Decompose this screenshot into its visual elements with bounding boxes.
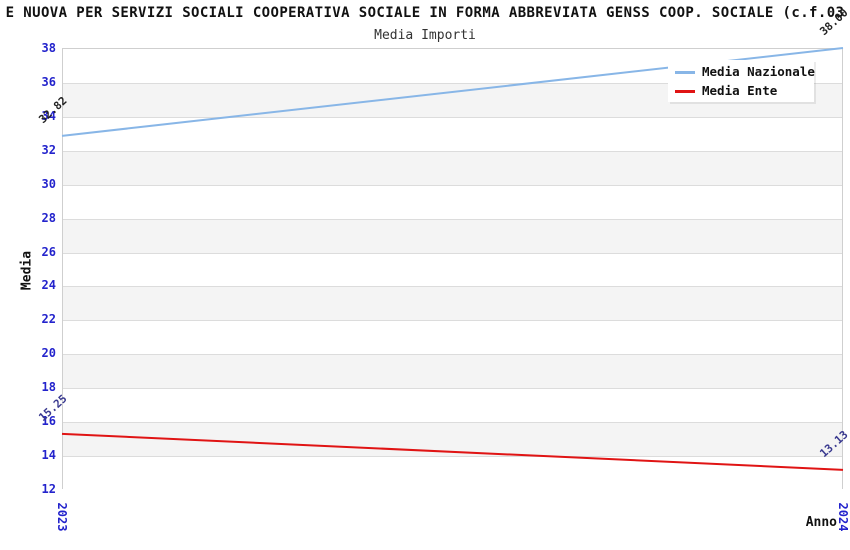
y-tick-label: 22 (41, 312, 56, 327)
gridline (63, 422, 842, 424)
plot-area (62, 48, 843, 490)
gridline (63, 320, 842, 322)
gridline (63, 286, 842, 288)
chart-title: E NUOVA PER SERVIZI SOCIALI COOPERATIVA … (5, 5, 845, 21)
plot-band (63, 116, 842, 151)
legend-label: Media Ente (702, 83, 778, 98)
y-tick-label: 36 (41, 74, 56, 89)
y-tick-label: 20 (41, 346, 56, 361)
plot-band (63, 456, 842, 490)
y-tick-label: 32 (41, 142, 56, 157)
gridline (63, 150, 842, 152)
y-tick-label: 38 (41, 41, 56, 55)
y-tick-label: 24 (41, 278, 56, 293)
gridline (63, 252, 842, 254)
plot-band (63, 354, 842, 389)
gridline (63, 456, 842, 458)
y-tick-label: 16 (41, 414, 56, 429)
plot-band (63, 286, 842, 321)
plot-band (63, 388, 842, 423)
y-tick-label: 30 (41, 176, 56, 191)
y-tick-label: 26 (41, 244, 56, 259)
plot-band (63, 184, 842, 219)
series-line-media-ente (61, 432, 844, 471)
legend-item-media-ente: Media Ente (668, 82, 814, 100)
gridline (63, 218, 842, 220)
x-axis-title: Anno (805, 515, 837, 530)
y-tick-label: 18 (41, 380, 56, 395)
gridline (63, 354, 842, 356)
gridline (63, 388, 842, 390)
legend-label: Media Nazionale (702, 64, 815, 79)
y-tick-label: 12 (41, 482, 56, 496)
plot-band (63, 218, 842, 253)
gridline (63, 184, 842, 186)
chart-subtitle: Media Importi (374, 28, 476, 43)
legend-item-media-nazionale: Media Nazionale (668, 63, 815, 81)
y-tick-label: 34 (41, 108, 56, 123)
y-tick-label: 28 (41, 210, 56, 225)
plot-band (63, 320, 842, 355)
plot-band (63, 150, 842, 185)
y-tick-label: 14 (41, 448, 56, 463)
legend: Media Nazionale Media Ente (668, 60, 815, 102)
gridline (63, 116, 842, 118)
legend-line-swatch (675, 71, 695, 74)
plot-band (63, 252, 842, 287)
gridline (63, 82, 842, 84)
legend-line-swatch (675, 90, 695, 93)
